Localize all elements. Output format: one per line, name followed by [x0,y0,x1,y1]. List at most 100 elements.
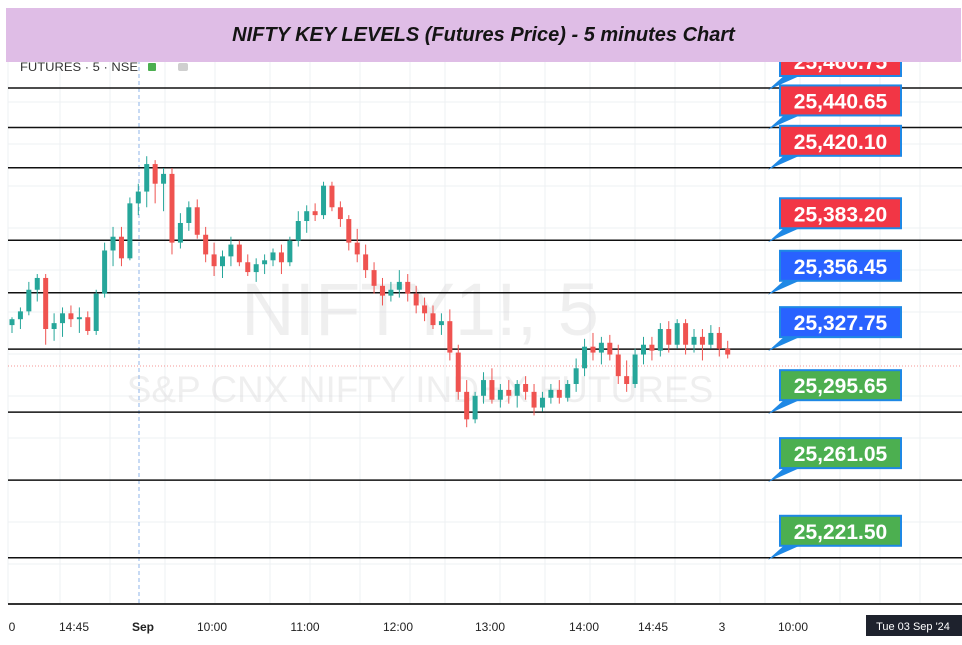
candle-body-18 [161,173,167,184]
x-tick-label-0: 0 [9,620,16,634]
candle-65 [556,380,562,404]
candle-body-42 [363,254,369,271]
x-tick-label-9: 3 [719,620,726,634]
candle-body-65 [556,389,562,398]
candle-body-74 [632,354,638,384]
legend-menu-icon[interactable] [178,63,188,71]
candle-13 [118,226,124,267]
candle-0 [9,317,15,333]
candle-48 [413,285,419,314]
candle-14 [127,197,133,261]
candle-body-22 [194,207,200,235]
level-value-4: 25,356.45 [794,256,888,279]
candle-31 [270,248,276,267]
candle-12 [110,226,116,267]
x-tick-label-3: 10:00 [197,620,227,634]
candle-39 [337,201,343,227]
candle-32 [278,244,284,275]
candle-body-55 [472,395,478,420]
candle-body-32 [278,252,284,263]
level-callout-pointer-6 [768,398,804,415]
candle-23 [203,226,209,263]
candle-75 [641,336,646,365]
candle-52 [447,309,453,361]
symbol-legend[interactable]: FUTURES · 5 · NSE [20,60,188,74]
level-label-4: 25,356.45 [768,249,902,295]
candle-body-40 [346,219,352,243]
level-callout-pointer-4 [768,278,804,295]
candle-76 [649,336,655,361]
level-callout-box-5 [779,306,902,339]
x-tick-label-6: 13:00 [475,620,505,634]
candle-62 [531,384,537,416]
candle-body-21 [186,207,192,223]
symbol-line: FUTURES · 5 · NSE [20,60,138,74]
candle-body-39 [337,207,343,220]
candle-body-68 [582,346,588,369]
level-value-2: 25,420.10 [794,131,887,154]
level-value-8: 25,221.50 [794,521,887,544]
chart-title-banner: NIFTY KEY LEVELS (Futures Price) - 5 min… [6,8,961,62]
candle-body-62 [531,391,537,408]
candle-body-57 [489,380,495,400]
candle-body-24 [211,254,217,267]
candle-73 [624,360,630,392]
candle-15 [135,183,141,216]
x-tick-label-5: 12:00 [383,620,413,634]
candle-20 [177,213,183,249]
candle-body-23 [203,234,209,255]
candle-body-34 [295,221,301,241]
candle-29 [253,258,259,282]
candle-body-46 [396,281,402,290]
candle-40 [346,215,352,251]
candle-body-31 [270,252,276,261]
candle-42 [363,244,369,278]
candle-body-73 [624,376,630,384]
candle-body-26 [228,244,234,257]
candle-79 [674,319,680,349]
candle-37 [321,181,327,220]
candle-body-16 [144,164,150,192]
candle-25 [220,250,225,278]
candle-body-80 [683,323,689,345]
candle-body-79 [674,323,680,345]
candle-66 [565,380,571,402]
candle-77 [657,323,663,357]
candle-body-85 [725,348,731,355]
candle-17 [152,160,158,204]
candle-63 [539,391,545,412]
candle-71 [607,334,613,361]
candle-80 [683,319,689,355]
candle-34 [295,211,301,247]
date-badge-text: Tue 03 Sep '24 [876,621,950,633]
candle-body-30 [262,260,268,265]
candle-19 [169,168,175,255]
candle-body-28 [245,262,251,273]
level-callout-box-8 [779,514,902,547]
candle-7 [68,305,74,328]
candle-44 [379,277,385,306]
candle-body-29 [253,264,259,273]
candle-6 [60,307,66,337]
candle-56 [481,372,487,404]
x-tick-label-8: 14:45 [638,620,668,634]
level-label-6: 25,295.65 [768,369,902,415]
candle-body-78 [666,329,672,345]
candle-51 [438,313,444,335]
candle-body-59 [506,389,512,396]
candle-body-33 [287,240,293,263]
candle-body-20 [177,222,183,243]
candle-47 [405,274,411,302]
x-tick-label-2: Sep [132,620,154,634]
x-tick-label-7: 14:00 [569,620,599,634]
candle-11 [102,242,108,298]
level-label-8: 25,221.50 [768,514,902,560]
candle-body-27 [236,244,242,263]
level-value-5: 25,327.75 [794,312,888,335]
candle-body-72 [615,354,621,377]
candle-57 [489,368,495,404]
level-callout-box-7 [779,437,902,470]
candle-body-67 [573,368,579,384]
level-value-6: 25,295.65 [794,375,888,398]
